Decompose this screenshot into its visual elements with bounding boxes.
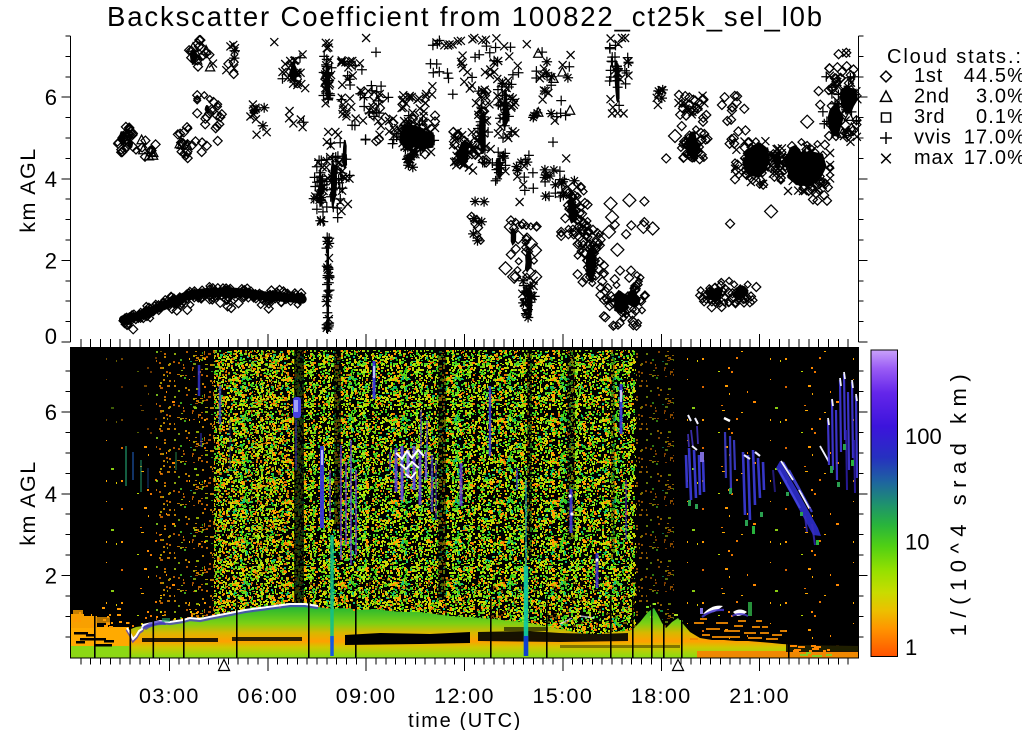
svg-text:06:00: 06:00 <box>237 684 298 708</box>
svg-text:3rd: 3rd <box>914 106 945 128</box>
svg-text:vvis: vvis <box>914 127 952 149</box>
svg-text:18:00: 18:00 <box>631 684 692 708</box>
svg-text:1st: 1st <box>914 65 943 87</box>
svg-text:0.1%: 0.1% <box>976 106 1022 128</box>
svg-text:4: 4 <box>45 482 57 507</box>
svg-text:17.0%: 17.0% <box>964 127 1022 149</box>
svg-text:03:00: 03:00 <box>139 684 200 708</box>
svg-text:1: 1 <box>905 635 917 660</box>
svg-text:2nd: 2nd <box>914 86 950 108</box>
svg-text:Cloud stats.:: Cloud stats.: <box>887 46 1022 68</box>
svg-text:1/(10^4 srad km): 1/(10^4 srad km) <box>946 368 971 636</box>
svg-text:max: max <box>914 147 954 169</box>
svg-text:km AGL: km AGL <box>16 460 40 545</box>
svg-text:09:00: 09:00 <box>336 684 397 708</box>
svg-text:3.0%: 3.0% <box>976 86 1022 108</box>
svg-text:0: 0 <box>45 324 57 349</box>
svg-text:17.0%: 17.0% <box>964 147 1022 169</box>
svg-text:100: 100 <box>905 424 942 449</box>
svg-text:2: 2 <box>45 564 57 589</box>
svg-text:Backscatter Coefficient from 1: Backscatter Coefficient from 100822_ct25… <box>107 1 824 32</box>
svg-text:21:00: 21:00 <box>729 684 790 708</box>
svg-text:2: 2 <box>45 248 57 273</box>
svg-text:15:00: 15:00 <box>532 684 593 708</box>
svg-text:4: 4 <box>45 167 57 192</box>
svg-text:6: 6 <box>45 400 57 425</box>
svg-text:km AGL: km AGL <box>16 147 40 232</box>
svg-text:12:00: 12:00 <box>434 684 495 708</box>
svg-text:time (UTC): time (UTC) <box>408 710 522 730</box>
svg-text:6: 6 <box>45 85 57 110</box>
svg-text:44.5%: 44.5% <box>964 65 1022 87</box>
svg-text:10: 10 <box>905 530 929 555</box>
